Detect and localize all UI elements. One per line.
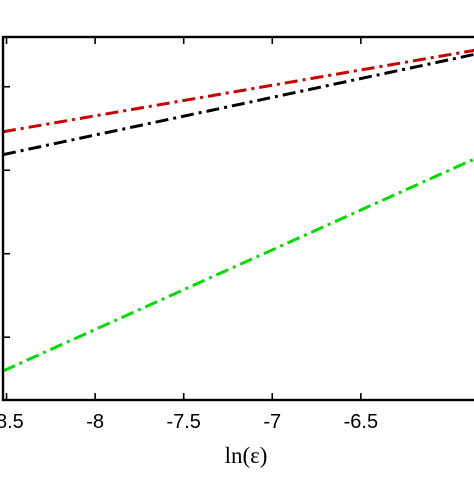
x-tick-label: -7 [263,411,281,433]
x-axis-title: ln(ε) [225,443,268,468]
series-line-3 [3,157,474,373]
plot-area-background [3,37,474,400]
axes-group: -8.5 -8 -7.5 -7 -6.5 [0,35,474,433]
x-tick-label: -8.5 [0,411,24,433]
series-line-1 [3,48,474,134]
axes-frame [1,35,474,402]
x-tick-label: -8 [86,411,104,433]
plot-area [3,37,474,400]
x-tick-label: -7.5 [166,411,200,433]
series-line-2 [3,52,474,157]
series-group [3,48,474,373]
x-tick-label: -6.5 [344,411,378,433]
